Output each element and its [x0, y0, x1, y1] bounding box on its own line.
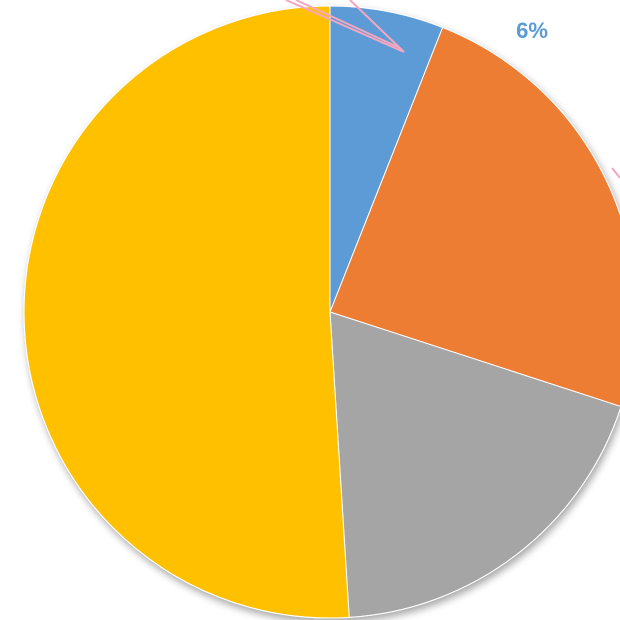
leader-line-0a — [285, 0, 405, 53]
pie-slice-2 — [329, 311, 620, 618]
data-labels: 6% — [516, 18, 548, 43]
leader-line-0b — [295, 0, 401, 49]
pie-slice-3 — [23, 5, 350, 619]
leader-lines — [285, 0, 620, 179]
pie-slice-1 — [329, 26, 620, 407]
pie-slices — [23, 5, 620, 619]
data-label-percent-0: 6% — [516, 18, 548, 43]
leader-line-1 — [611, 167, 620, 179]
